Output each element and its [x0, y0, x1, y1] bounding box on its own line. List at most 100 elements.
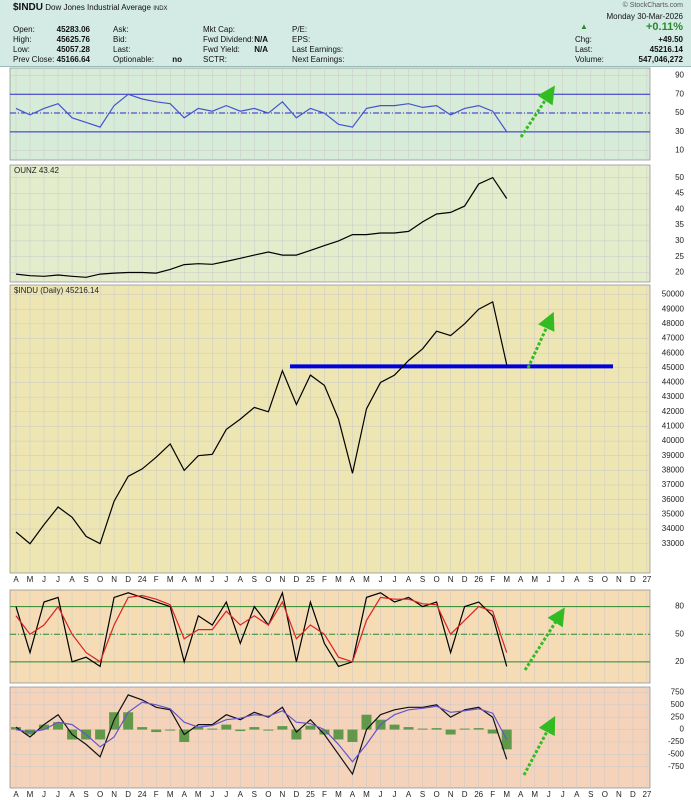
histogram-bar [431, 728, 442, 730]
y-tick-label: 35000 [662, 509, 685, 518]
x-tick-label: N [448, 575, 454, 584]
x-tick-label: 26 [474, 790, 483, 799]
y-tick-label: 40000 [662, 436, 685, 445]
y-tick-label: 30 [675, 236, 684, 245]
x-tick-label: A [238, 790, 244, 799]
series-line [15, 301, 508, 545]
y-tick-label: 50 [675, 629, 684, 638]
panel-background [9, 686, 651, 789]
x-tick-label: J [210, 790, 214, 799]
x-tick-label: D [462, 790, 468, 799]
histogram-bar [123, 712, 134, 730]
field-label: Fwd Dividend: [203, 35, 254, 44]
header-bg [0, 0, 691, 67]
x-tick-label: A [238, 575, 244, 584]
y-tick-label: -750 [668, 762, 685, 771]
x-tick-label: 27 [642, 790, 651, 799]
x-tick-label: N [448, 790, 454, 799]
x-tick-label: A [182, 575, 188, 584]
exchange: INDX [153, 6, 168, 12]
histogram-bar [347, 729, 358, 742]
x-tick-label: D [294, 790, 300, 799]
x-tick-label: D [125, 575, 131, 584]
x-tick-label: M [27, 575, 34, 584]
x-tick-label: N [279, 790, 285, 799]
histogram-bar [193, 727, 204, 730]
x-tick-label: M [335, 575, 342, 584]
field-label: SCTR: [203, 55, 227, 64]
change-percent: +0.11% [645, 21, 683, 33]
histogram-bar [53, 722, 64, 730]
watermark: © StockCharts.com [622, 2, 683, 9]
series-line [15, 694, 508, 776]
field-label: Fwd Yield: [203, 45, 240, 54]
x-tick-label: O [602, 575, 608, 584]
x-tick-label: O [265, 790, 271, 799]
x-tick-label: M [167, 790, 174, 799]
x-tick-label: J [224, 790, 228, 799]
field-label: Low: [13, 45, 30, 54]
field-value: 45283.06 [56, 25, 90, 34]
x-tick-label: A [182, 790, 188, 799]
x-tick-label: S [420, 790, 425, 799]
histogram-bar [459, 728, 470, 730]
x-tick-label: N [111, 575, 117, 584]
field-label: Ask: [113, 25, 129, 34]
y-tick-label: -500 [668, 749, 685, 758]
histogram-bar [305, 725, 316, 730]
y-tick-label: 50 [675, 173, 684, 182]
field-value: 45166.64 [56, 55, 90, 64]
x-tick-label: S [588, 790, 593, 799]
histogram-bar [235, 729, 246, 732]
histogram-bar [361, 714, 372, 730]
x-tick-label: F [154, 575, 159, 584]
panel-background [9, 284, 651, 574]
x-tick-label: N [279, 575, 285, 584]
y-tick-label: 39000 [662, 451, 685, 460]
x-tick-label: 24 [138, 790, 147, 799]
histogram-bar [263, 729, 274, 731]
quote-date: Monday 30-Mar-2026 [606, 12, 683, 21]
y-tick-label: 30 [675, 127, 684, 136]
x-tick-label: A [518, 575, 524, 584]
field-label: Next Earnings: [292, 55, 345, 64]
x-tick-label: J [42, 575, 46, 584]
x-tick-label: J [561, 575, 565, 584]
field-value: +49.50 [658, 35, 683, 44]
x-tick-label: M [503, 790, 510, 799]
field-label: Last Earnings: [292, 45, 344, 54]
x-tick-label: D [630, 790, 636, 799]
series-line [15, 701, 508, 763]
field-value: no [172, 55, 182, 64]
y-tick-label: 49000 [662, 304, 685, 313]
y-tick-label: 90 [675, 71, 684, 80]
x-tick-label: D [125, 790, 131, 799]
x-tick-label: S [420, 575, 425, 584]
histogram-bar [137, 727, 148, 730]
x-tick-label: M [363, 790, 370, 799]
field-label: Mkt Cap: [203, 25, 236, 34]
y-tick-label: 45 [675, 189, 684, 198]
x-tick-label: F [322, 575, 327, 584]
y-tick-label: -250 [668, 737, 685, 746]
x-tick-label: M [363, 575, 370, 584]
y-tick-label: 20 [675, 268, 684, 277]
x-tick-label: A [574, 575, 580, 584]
series-line [15, 176, 508, 278]
x-tick-label: O [602, 790, 608, 799]
field-value: 45216.14 [649, 45, 683, 54]
field-label: P/E: [292, 25, 308, 34]
x-tick-label: A [69, 575, 75, 584]
y-tick-label: 45000 [662, 363, 685, 372]
x-tick-label: J [547, 575, 551, 584]
y-tick-label: 35 [675, 220, 684, 229]
x-tick-label: A [518, 790, 524, 799]
y-tick-label: 48000 [662, 319, 685, 328]
x-tick-label: N [111, 790, 117, 799]
y-tick-label: 44000 [662, 378, 685, 387]
series-line [15, 93, 508, 133]
x-tick-label: N [616, 575, 622, 584]
histogram-bar [39, 724, 50, 730]
x-tick-label: J [56, 575, 60, 584]
y-tick-label: 34000 [662, 524, 685, 533]
